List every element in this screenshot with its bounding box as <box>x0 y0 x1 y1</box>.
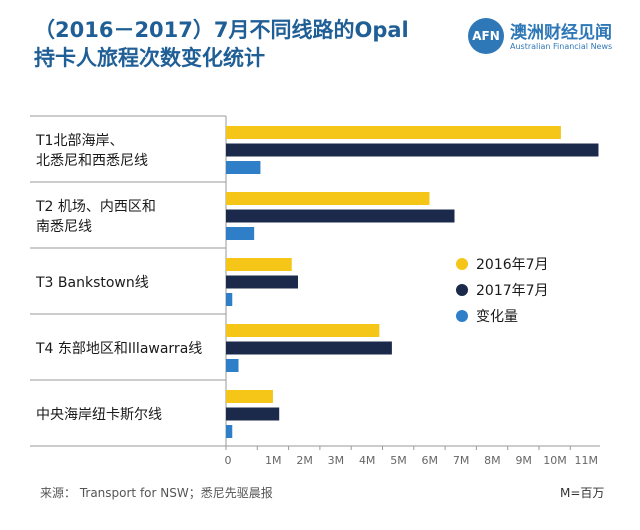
legend-swatch <box>456 284 468 296</box>
unit-note: M=百万 <box>560 486 605 500</box>
chart-title-line-2: 持卡人旅程次数变化统计 <box>34 46 265 70</box>
bar-2017 <box>226 209 455 223</box>
bar-2016 <box>226 126 561 139</box>
legend-swatch <box>456 258 468 270</box>
legend-label: 2016年7月 <box>476 257 549 273</box>
x-tick-label: 9M <box>515 454 532 467</box>
x-tick-label: 0 <box>225 454 232 467</box>
bar-2017 <box>226 275 298 289</box>
x-tick-label: 7M <box>453 454 470 467</box>
x-tick-label: 5M <box>390 454 407 467</box>
bar-change <box>226 293 233 306</box>
bar-2016 <box>226 192 430 205</box>
legend-label: 2017年7月 <box>476 283 549 299</box>
bar-change <box>226 161 261 174</box>
brand-name-cn: 澳洲财经见闻 <box>510 23 612 43</box>
x-tick-label: 10M <box>543 454 567 467</box>
bar-2017 <box>226 407 280 421</box>
bar-change <box>226 359 239 372</box>
legend-label: 变化量 <box>476 309 518 325</box>
source-note: 来源： Transport for NSW；悉尼先驱晨报 <box>40 486 273 500</box>
category-label: T2 机场、内西区和 <box>35 199 156 215</box>
category-label: T1北部海岸、 <box>35 133 123 149</box>
x-tick-label: 1M <box>265 454 282 467</box>
category-label: T4 东部地区和Illawarra线 <box>35 341 202 357</box>
x-tick-label: 6M <box>422 454 439 467</box>
category-label: 南悉尼线 <box>36 219 92 235</box>
bar-change <box>226 425 233 438</box>
brand-name-en: Australian Financial News <box>510 42 613 51</box>
bar-2017 <box>226 143 599 157</box>
bar-2016 <box>226 390 273 403</box>
legend-swatch <box>456 310 468 322</box>
x-tick-label: 8M <box>484 454 501 467</box>
afn-logo-icon: AFN <box>468 18 504 54</box>
x-tick-label: 4M <box>359 454 376 467</box>
category-label: T3 Bankstown线 <box>35 275 149 291</box>
x-tick-label: 2M <box>296 454 313 467</box>
chart-title-line-1: （2016－2017）7月不同线路的Opal <box>34 18 409 42</box>
bar-2016 <box>226 258 292 271</box>
bar-2017 <box>226 341 392 355</box>
x-tick-label: 11M <box>575 454 599 467</box>
category-label: 北悉尼和西悉尼线 <box>36 153 148 169</box>
bar-2016 <box>226 324 380 337</box>
category-label: 中央海岸纽卡斯尔线 <box>36 407 162 423</box>
brand-block: AFN 澳洲财经见闻 Australian Financial News <box>468 14 628 64</box>
x-tick-label: 3M <box>328 454 345 467</box>
bar-change <box>226 227 255 240</box>
